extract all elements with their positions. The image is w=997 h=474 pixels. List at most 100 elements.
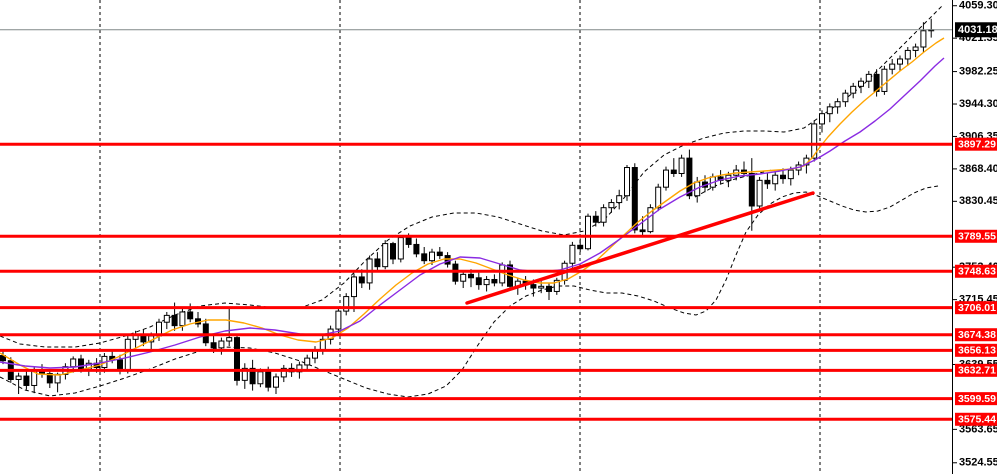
candle	[226, 306, 233, 347]
price-tick-label: 3563.65	[959, 423, 997, 435]
candle-body	[600, 207, 607, 223]
level-price-flag-label: 3789.55	[958, 231, 996, 243]
candle	[616, 189, 623, 210]
candle-body	[912, 46, 919, 51]
candle-body	[460, 273, 467, 282]
candle-body	[249, 367, 256, 385]
candle	[374, 252, 381, 271]
candle-body	[483, 278, 490, 286]
candle-body	[553, 279, 560, 292]
candle-body	[382, 243, 389, 268]
candle	[748, 158, 755, 231]
candle	[631, 163, 638, 234]
band-lower-line	[0, 185, 939, 398]
price-tick-label: 3944.30	[959, 98, 997, 110]
candle	[772, 171, 779, 191]
candle	[241, 363, 248, 389]
candle-body	[850, 85, 857, 94]
candle-body	[210, 342, 217, 349]
candle-body	[811, 123, 818, 159]
candle	[436, 247, 443, 259]
candle-body	[421, 253, 428, 262]
candle-body	[686, 157, 693, 197]
candle	[546, 282, 552, 300]
candle-body	[608, 202, 615, 209]
band-inner-segment-line	[694, 169, 773, 198]
candle	[280, 364, 287, 383]
candle	[608, 199, 615, 213]
level-price-flag[interactable]	[955, 137, 997, 151]
candle-body	[179, 311, 186, 327]
level-price-flag[interactable]	[955, 301, 997, 315]
candle	[850, 82, 857, 99]
candle	[460, 270, 467, 289]
candle	[904, 47, 911, 66]
candle-body	[842, 92, 849, 103]
level-price-flag-label: 3897.29	[958, 138, 996, 150]
candle	[663, 166, 669, 191]
candle	[390, 241, 396, 265]
candle-body	[819, 113, 825, 125]
candle-body	[429, 251, 435, 262]
candle-body	[444, 255, 451, 265]
level-price-flag[interactable]	[955, 363, 997, 377]
candle	[343, 293, 350, 316]
candle-body	[234, 337, 240, 381]
level-price-flag-label: 3656.13	[958, 345, 996, 357]
candle	[592, 211, 599, 227]
candle	[912, 43, 919, 58]
candle-body	[241, 367, 248, 381]
candle-body	[546, 285, 552, 292]
level-price-flag[interactable]	[955, 328, 997, 342]
level-price-flag[interactable]	[955, 412, 997, 426]
candle-body	[904, 49, 911, 60]
candle-body	[265, 371, 272, 388]
price-tick-label: 3982.25	[959, 65, 997, 77]
candle-body	[390, 243, 396, 260]
candle	[475, 272, 482, 290]
candle-body	[834, 101, 841, 108]
candle-body	[273, 376, 279, 388]
level-price-flag-label: 3748.63	[958, 266, 996, 278]
candle	[421, 247, 428, 265]
candle-body	[678, 157, 685, 175]
level-price-flag-label: 3575.44	[958, 414, 996, 426]
candle-body	[655, 186, 662, 209]
level-price-flag[interactable]	[955, 264, 997, 278]
candle	[865, 70, 872, 89]
price-tick-label: 3524.55	[959, 457, 997, 469]
candle-body	[351, 276, 357, 298]
candle	[670, 158, 677, 177]
candle	[577, 238, 584, 253]
candle-body	[756, 179, 763, 207]
candle-body	[23, 375, 30, 386]
candle	[756, 176, 763, 210]
candle	[873, 69, 880, 97]
level-price-flag[interactable]	[955, 229, 997, 243]
candle-body	[920, 30, 927, 48]
candle	[397, 235, 404, 263]
candle-body	[163, 314, 170, 323]
level-price-flag-label: 3706.01	[958, 302, 996, 314]
current-price-flag[interactable]	[955, 22, 997, 38]
candle-body	[78, 358, 84, 370]
level-price-flag[interactable]	[955, 392, 997, 406]
candle	[834, 98, 841, 114]
candle-body	[764, 179, 771, 185]
candle	[897, 55, 903, 71]
candle-body	[647, 207, 654, 233]
candle	[858, 77, 864, 94]
candle-body	[663, 169, 669, 188]
candle	[842, 89, 849, 107]
candle	[163, 311, 170, 330]
candle-body	[624, 167, 630, 197]
candle-body	[881, 68, 888, 92]
candle-body	[897, 58, 903, 65]
candle-body	[70, 358, 77, 368]
candle	[639, 216, 646, 237]
candle-body	[592, 215, 599, 223]
trendline[interactable]	[465, 191, 815, 305]
candle	[273, 373, 279, 395]
level-price-flag[interactable]	[955, 343, 997, 357]
